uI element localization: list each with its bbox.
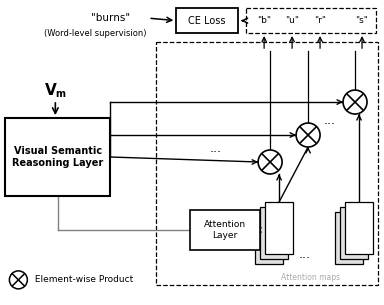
Text: "burns": "burns" — [91, 13, 130, 23]
FancyBboxPatch shape — [265, 202, 293, 254]
Circle shape — [9, 271, 27, 289]
Text: "s": "s" — [356, 16, 369, 25]
Circle shape — [343, 90, 367, 114]
Circle shape — [258, 150, 282, 174]
FancyBboxPatch shape — [190, 210, 260, 250]
Text: ...: ... — [299, 248, 311, 261]
Text: Element-wise Product: Element-wise Product — [32, 275, 134, 284]
Text: CE Loss: CE Loss — [189, 16, 226, 26]
Text: "b": "b" — [257, 16, 271, 25]
FancyBboxPatch shape — [5, 118, 110, 196]
Text: ...: ... — [324, 113, 336, 127]
Text: Attention
Layer: Attention Layer — [204, 220, 246, 240]
Text: Visual Semantic
Reasoning Layer: Visual Semantic Reasoning Layer — [12, 146, 103, 168]
Text: "u": "u" — [285, 16, 299, 25]
FancyBboxPatch shape — [255, 212, 283, 264]
Text: Attention maps: Attention maps — [281, 273, 339, 282]
Circle shape — [296, 123, 320, 147]
Text: (Word-level supervision): (Word-level supervision) — [44, 29, 147, 38]
FancyBboxPatch shape — [340, 207, 368, 259]
FancyBboxPatch shape — [176, 8, 238, 33]
FancyBboxPatch shape — [345, 202, 373, 254]
Text: $\mathbf{m}$: $\mathbf{m}$ — [55, 89, 66, 99]
FancyBboxPatch shape — [335, 212, 363, 264]
Text: ...: ... — [209, 142, 221, 155]
Text: $\mathbf{V}$: $\mathbf{V}$ — [45, 82, 58, 98]
Text: "r": "r" — [314, 16, 326, 25]
FancyBboxPatch shape — [260, 207, 288, 259]
